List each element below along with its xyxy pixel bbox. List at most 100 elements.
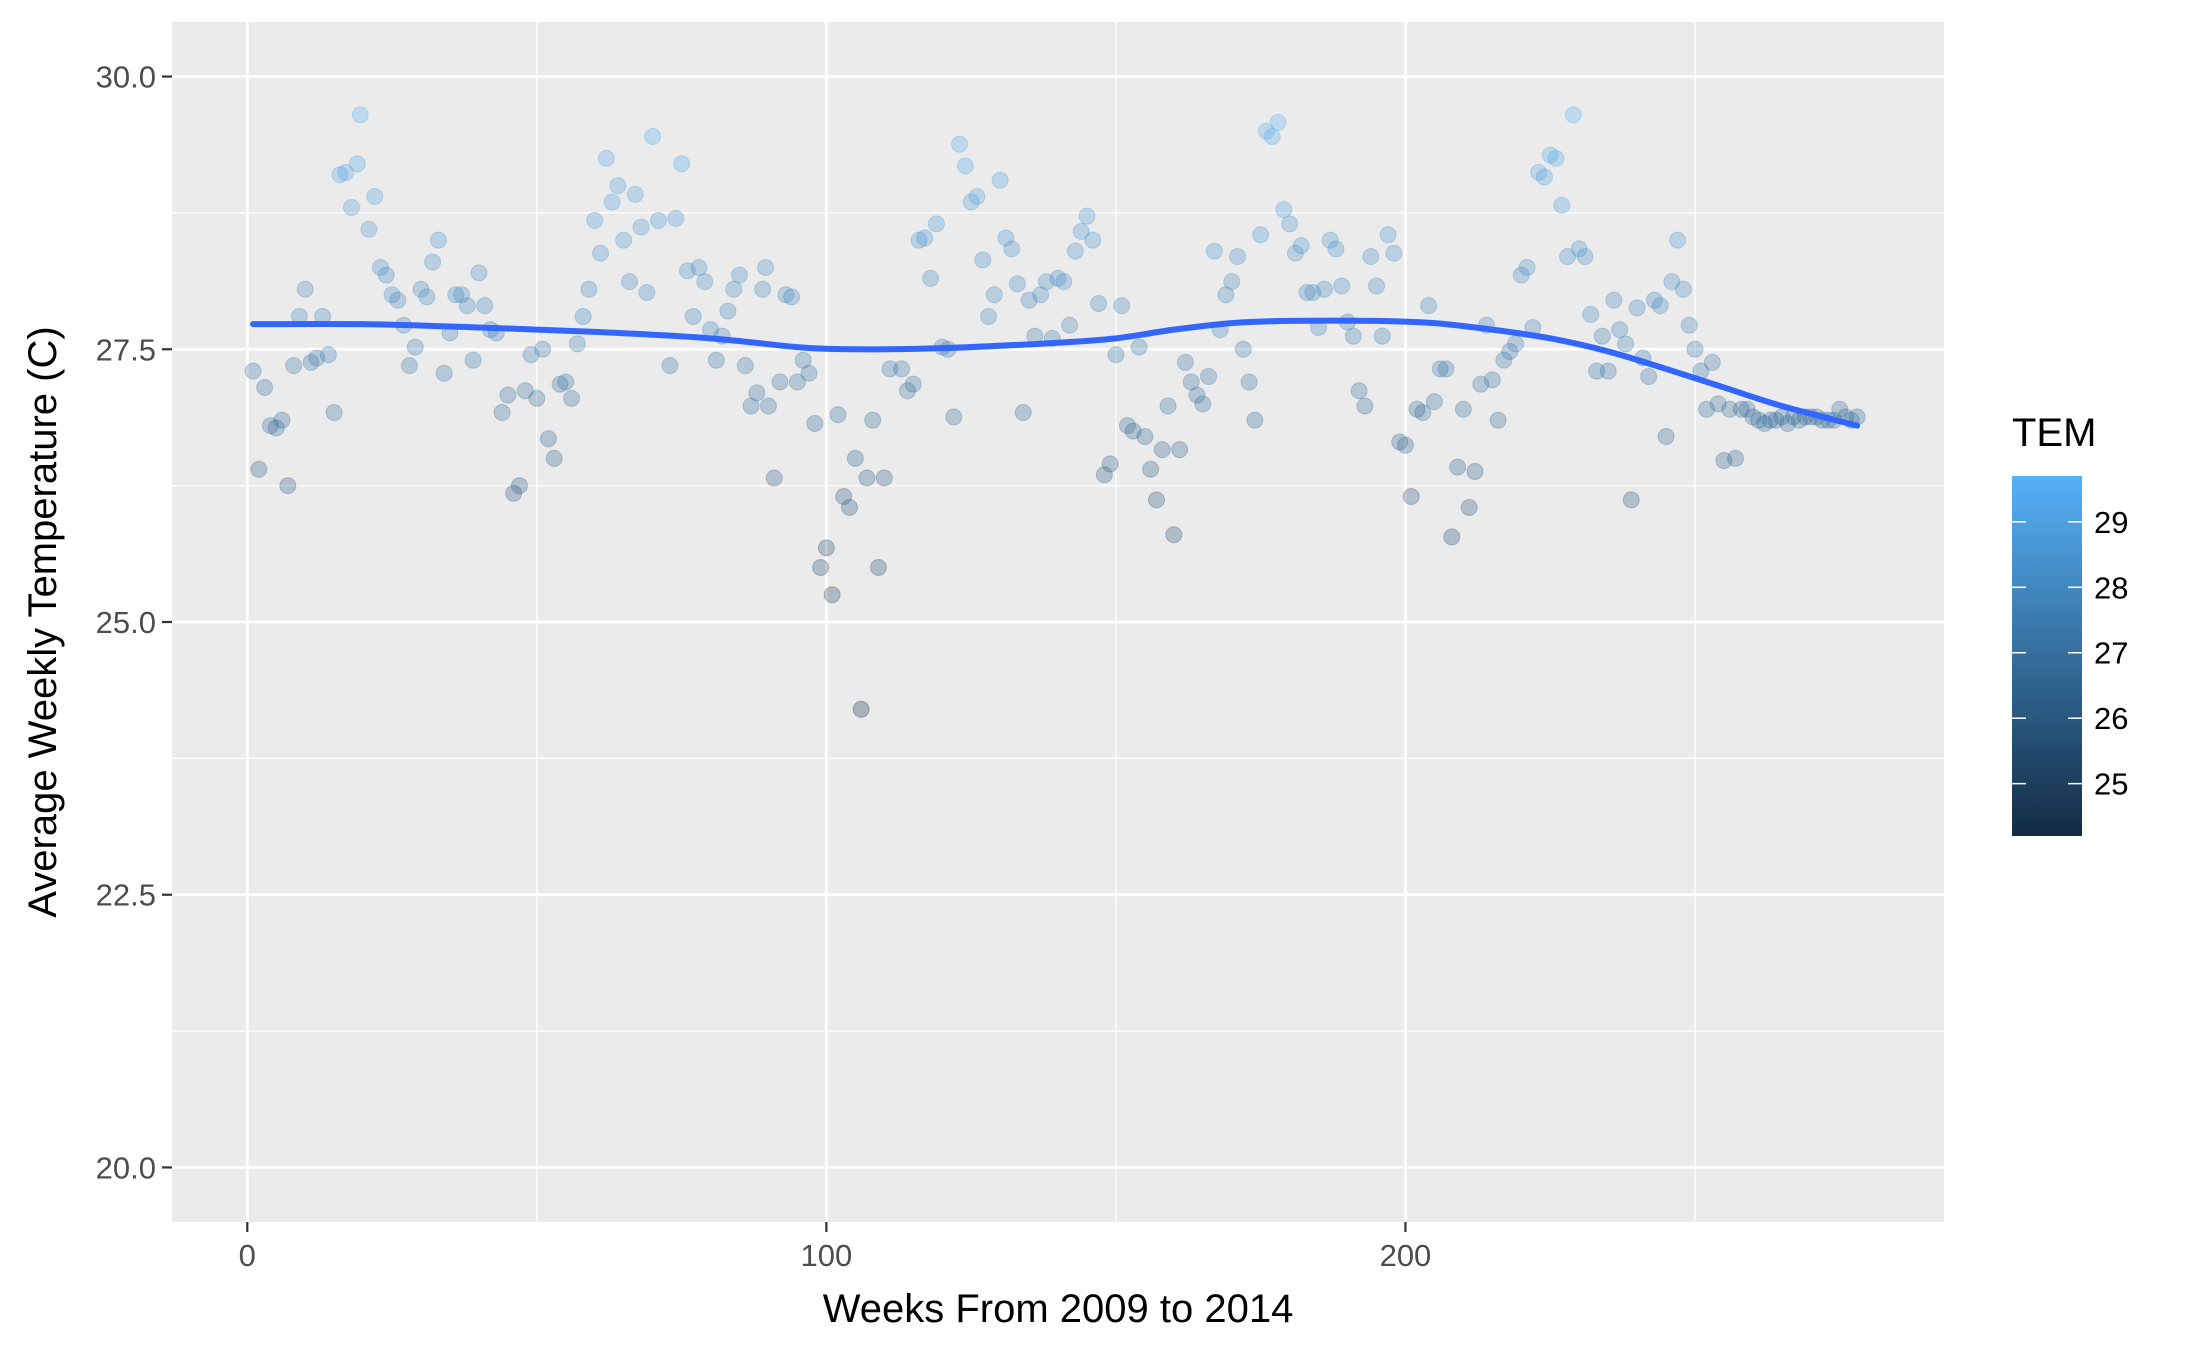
scatter-point (852, 700, 870, 718)
scatter-point (742, 397, 760, 415)
scatter-point (1286, 244, 1304, 262)
scatter-point (1396, 436, 1414, 454)
scatter-point (800, 364, 818, 382)
scatter-point (1020, 291, 1038, 309)
scatter-point (447, 286, 465, 304)
scatter-point (1373, 327, 1391, 345)
scatter-point (1003, 240, 1021, 258)
scatter-point (1721, 400, 1739, 418)
scatter-point (1755, 414, 1773, 432)
scatter-point (1182, 373, 1200, 391)
scatter-point (754, 280, 772, 298)
scatter-point (1466, 462, 1484, 480)
scatter-point (1385, 244, 1403, 262)
scatter-point (351, 106, 369, 124)
scatter-point (493, 404, 511, 422)
scatter-point (898, 382, 916, 400)
x-tick-label: 200 (1380, 1238, 1432, 1273)
scatter-point (563, 389, 581, 407)
scatter-point (678, 262, 696, 280)
scatter-point (1443, 528, 1461, 546)
scatter-point (1582, 305, 1600, 323)
scatter-point (279, 477, 297, 495)
scatter-point (673, 155, 691, 173)
scatter-point (1165, 526, 1183, 544)
scatter-point (337, 164, 355, 182)
legend-tick-label: 27 (2094, 636, 2128, 671)
scatter-point (1506, 335, 1524, 353)
scatter-point (1425, 393, 1443, 411)
scatter-point (383, 286, 401, 304)
y-tick-label: 27.5 (96, 332, 156, 367)
scatter-point (783, 288, 801, 306)
scatter-point (319, 346, 337, 364)
scatter-point (1350, 382, 1368, 400)
scatter-point (325, 404, 343, 422)
scatter-point (1066, 242, 1084, 260)
scatter-point (1194, 395, 1212, 413)
y-axis-title: Average Weekly Temperature (C) (21, 326, 65, 917)
scatter-point (1252, 226, 1270, 244)
scatter-point (1593, 327, 1611, 345)
legend-tick-label: 25 (2094, 767, 2128, 802)
scatter-point (1032, 286, 1050, 304)
scatter-point (1698, 400, 1716, 418)
scatter-point (1669, 231, 1687, 249)
scatter-point (435, 364, 453, 382)
scatter-point (1501, 342, 1519, 360)
scatter-point (1188, 386, 1206, 404)
y-tick-label: 20.0 (96, 1150, 156, 1185)
scatter-point (1570, 240, 1588, 258)
smooth-line-group (250, 317, 1861, 429)
legend-tick-label: 28 (2094, 570, 2128, 605)
scatter-point (586, 212, 604, 230)
scatter-point (331, 166, 349, 184)
scatter-point (841, 498, 859, 516)
scatter-point (690, 258, 708, 276)
scatter-point (1257, 122, 1275, 140)
scatter-point (985, 286, 1003, 304)
scatter-point (267, 419, 285, 437)
scatter-point (1472, 375, 1490, 393)
scatter-point (1431, 360, 1449, 378)
scatter-point (1008, 275, 1026, 293)
scatter-point (603, 193, 621, 211)
scatter-point (748, 384, 766, 402)
scatter-point (731, 266, 749, 284)
scatter-point (371, 258, 389, 276)
scatter-point (707, 351, 725, 369)
scatter-point (1327, 240, 1345, 258)
scatter-point (1761, 411, 1779, 429)
scatter-point (846, 449, 864, 467)
scatter-point (806, 414, 824, 432)
scatter-point (250, 460, 268, 478)
scatter-point (1356, 397, 1374, 415)
scatter-point (522, 346, 540, 364)
scatter-point (302, 353, 320, 371)
legend-title: TEM (2012, 411, 2096, 455)
scatter-point (1414, 404, 1432, 422)
scatter-point (1588, 362, 1606, 380)
scatter-point (1628, 299, 1646, 317)
scatter-point (1118, 417, 1136, 435)
scatter-point (1107, 346, 1125, 364)
scatter-point (1072, 222, 1090, 240)
scatter-point (765, 469, 783, 487)
scatter-point (1240, 373, 1258, 391)
scatter-point (1715, 452, 1733, 470)
scatter-point (406, 338, 424, 356)
scatter-point (649, 212, 667, 230)
scatter-point (1084, 231, 1102, 249)
scatter-point (418, 288, 436, 306)
scatter-point (377, 266, 395, 284)
scatter-point (389, 291, 407, 309)
scatter-point (1037, 273, 1055, 291)
scatter-point (1269, 113, 1287, 131)
scatter-point (539, 430, 557, 448)
scatter-point (1176, 353, 1194, 371)
scatter-point (1495, 351, 1513, 369)
legend-colorbar (2012, 476, 2082, 836)
scatter-point (835, 488, 853, 506)
scatter-point (661, 357, 679, 375)
scatter-point (580, 280, 598, 298)
